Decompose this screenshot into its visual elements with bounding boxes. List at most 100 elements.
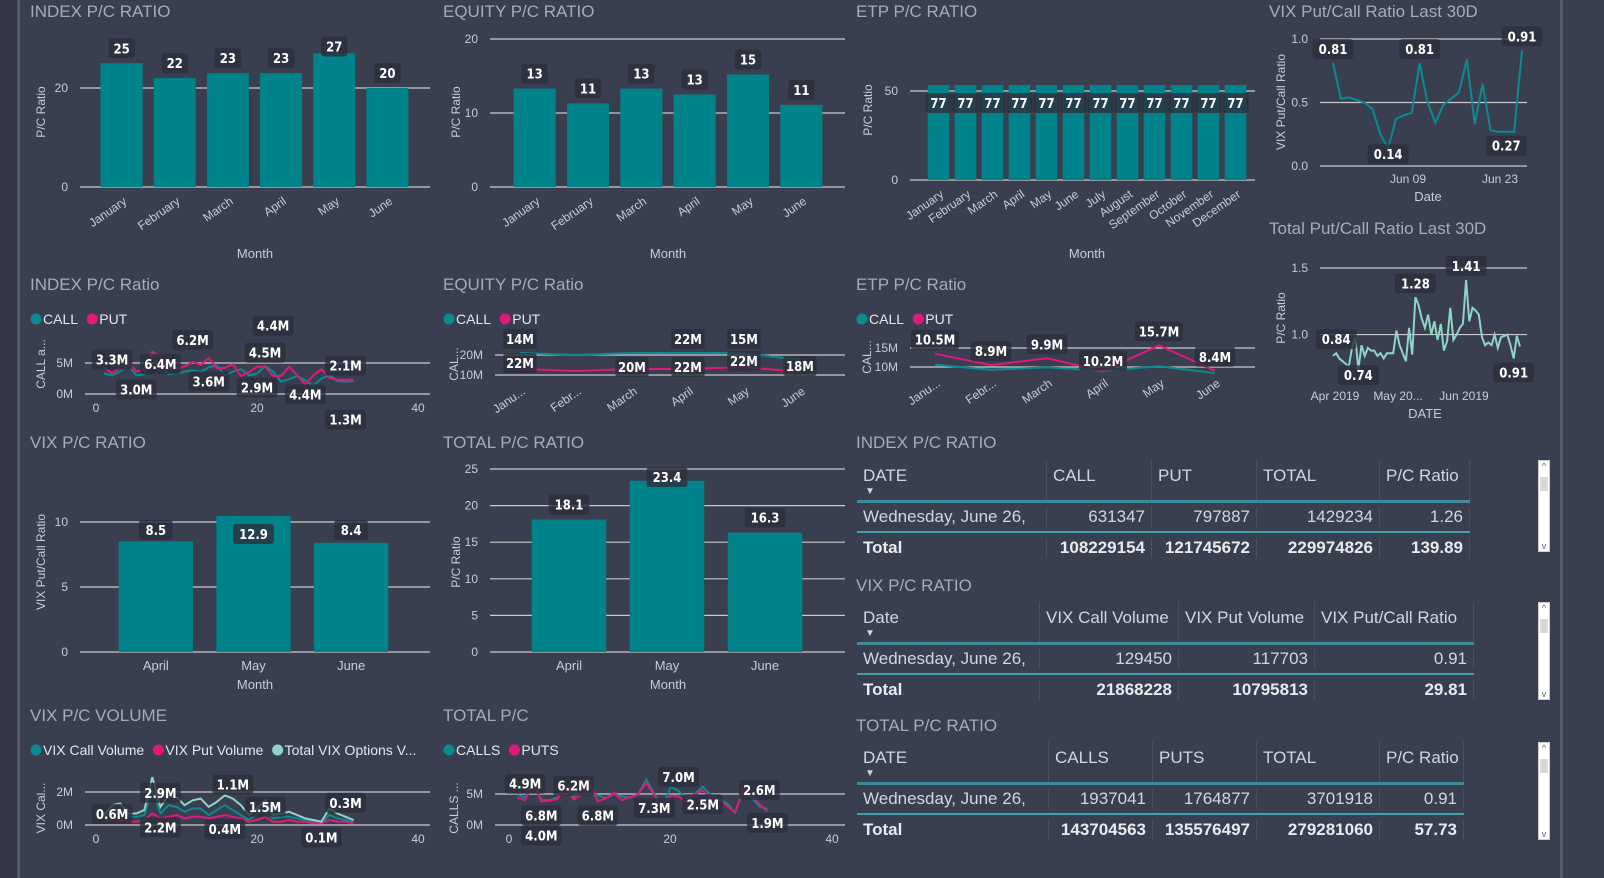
- y-axis-title: CAL...: [860, 340, 874, 373]
- table-cell: 0.91: [1315, 649, 1474, 669]
- legend-item: PUT: [512, 311, 540, 327]
- legend-marker-icon: [30, 744, 42, 756]
- scroll-up-icon[interactable]: ^: [1541, 743, 1547, 753]
- column-header[interactable]: VIX Put/Call Ratio: [1315, 602, 1474, 642]
- x-tick-label: April: [261, 194, 289, 219]
- table-cell: 10795813: [1179, 680, 1315, 700]
- column-header[interactable]: P/C Ratio: [1380, 742, 1464, 782]
- x-axis-title: Month: [650, 246, 686, 261]
- data-label: 11: [793, 84, 809, 99]
- y-axis-title: P/C Ratio: [449, 536, 463, 588]
- x-tick-label: March: [1019, 376, 1054, 407]
- vix-volume-title: VIX P/C VOLUME: [30, 706, 167, 725]
- etp-line-title: ETP P/C Ratio: [856, 275, 967, 294]
- scroll-down-icon[interactable]: v: [1541, 541, 1547, 551]
- column-header[interactable]: TOTAL: [1257, 742, 1380, 782]
- data-label-box: [734, 49, 762, 70]
- x-axis-title: Month: [237, 677, 273, 692]
- index-table-scrollbar[interactable]: ^ v: [1538, 460, 1550, 552]
- legend-marker-icon: [152, 744, 164, 756]
- data-label-box: [1087, 93, 1114, 113]
- data-label: 77: [1011, 97, 1027, 112]
- column-header[interactable]: CALLS: [1049, 742, 1153, 782]
- data-label: 77: [1146, 97, 1162, 112]
- data-label-box: [925, 93, 952, 113]
- data-label: 0.27: [1492, 140, 1521, 155]
- column-header[interactable]: Date ▼: [857, 602, 1040, 642]
- data-label-box: [671, 357, 705, 377]
- data-label: 1.41: [1452, 260, 1481, 275]
- x-tick-label: May: [1028, 187, 1055, 211]
- data-label: 9.9M: [1031, 338, 1063, 353]
- table-cell: Wednesday, June 26,: [857, 507, 1047, 527]
- data-label-box: [738, 779, 780, 800]
- sort-desc-icon[interactable]: ▼: [865, 768, 875, 779]
- column-header[interactable]: PUT: [1152, 460, 1257, 500]
- column-header[interactable]: PUTS: [1153, 742, 1257, 782]
- data-label-box: [214, 48, 242, 69]
- column-header[interactable]: VIX Call Volume: [1040, 602, 1179, 642]
- data-label-box: [577, 805, 619, 826]
- table-total-row: Total 21868228 10795813 29.81: [857, 675, 1474, 705]
- table-cell: 0.91: [1380, 789, 1464, 809]
- column-header[interactable]: TOTAL: [1257, 460, 1380, 500]
- x-tick-label: 0: [93, 832, 100, 846]
- bar: [100, 63, 143, 187]
- y-tick-label: 0M: [56, 387, 73, 401]
- data-label: 0.14: [1374, 148, 1403, 163]
- scroll-thumb[interactable]: [1540, 619, 1548, 633]
- data-label-box: [325, 792, 366, 813]
- bar: [620, 88, 663, 187]
- data-label-box: [646, 467, 688, 487]
- data-label: 1.1M: [217, 779, 249, 794]
- data-label-box: [321, 36, 348, 57]
- column-header[interactable]: DATE ▼: [857, 742, 1049, 782]
- scroll-down-icon[interactable]: v: [1541, 829, 1547, 839]
- data-label: 22M: [730, 355, 758, 370]
- x-tick-label: Jun 09: [1390, 172, 1426, 186]
- right-panel-edge: [1560, 0, 1563, 878]
- x-tick-label: May: [655, 658, 680, 673]
- table-cell: 117703: [1179, 649, 1315, 669]
- x-tick-label: February: [548, 194, 595, 233]
- scroll-thumb[interactable]: [1540, 477, 1548, 491]
- y-axis-title: VIX Put/Call Ratio: [34, 514, 48, 610]
- table-cell: 279281060: [1257, 820, 1380, 840]
- column-header[interactable]: CALL: [1047, 460, 1152, 500]
- column-header[interactable]: DATE ▼: [857, 460, 1047, 500]
- scroll-up-icon[interactable]: ^: [1541, 603, 1547, 613]
- x-tick-label: June: [780, 194, 810, 221]
- x-tick-label: April: [1083, 376, 1111, 401]
- scroll-thumb[interactable]: [1540, 759, 1548, 773]
- data-label-box: [1222, 93, 1249, 113]
- vix-table-scrollbar[interactable]: ^ v: [1538, 602, 1550, 700]
- data-label: 3.6M: [193, 375, 225, 390]
- data-label-box: [744, 507, 786, 528]
- x-tick-label: June: [1193, 376, 1223, 403]
- x-tick-label: May: [1140, 376, 1167, 400]
- scroll-down-icon[interactable]: v: [1541, 689, 1547, 699]
- sort-desc-icon[interactable]: ▼: [865, 486, 875, 497]
- column-header[interactable]: P/C Ratio: [1380, 460, 1470, 500]
- data-label-box: [1026, 334, 1068, 355]
- scroll-up-icon[interactable]: ^: [1541, 461, 1547, 471]
- data-label: 4.9M: [509, 778, 541, 793]
- bar: [531, 519, 607, 652]
- data-label: 22M: [674, 361, 702, 376]
- data-label-box: [628, 63, 655, 84]
- data-label: 16.3: [751, 512, 780, 527]
- data-label-box: [1194, 346, 1236, 367]
- sort-desc-icon[interactable]: ▼: [865, 628, 875, 639]
- data-label-box: [1315, 329, 1357, 350]
- data-label: 77: [1200, 97, 1216, 112]
- table-cell: 1.26: [1380, 507, 1470, 527]
- total-table-scrollbar[interactable]: ^ v: [1538, 742, 1550, 840]
- y-axis-title: VIX Cal...: [34, 783, 48, 834]
- x-tick-label: Jun 23: [1482, 172, 1518, 186]
- data-label: 4.4M: [289, 388, 321, 403]
- data-label-box: [520, 805, 562, 826]
- data-label: 13: [527, 68, 543, 83]
- data-label-box: [682, 794, 724, 815]
- column-header[interactable]: VIX Put Volume: [1179, 602, 1315, 642]
- legend-item: CALL: [869, 311, 904, 327]
